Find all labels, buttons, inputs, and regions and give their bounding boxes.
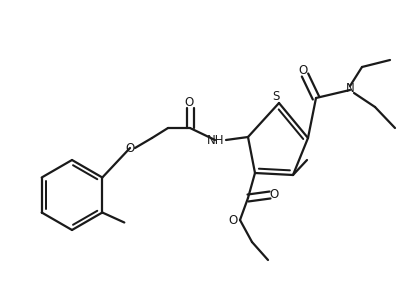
Text: N: N bbox=[346, 82, 354, 95]
Text: O: O bbox=[298, 64, 308, 76]
Text: O: O bbox=[269, 188, 279, 201]
Text: NH: NH bbox=[207, 133, 225, 146]
Text: O: O bbox=[228, 213, 237, 227]
Text: S: S bbox=[272, 89, 280, 103]
Text: O: O bbox=[184, 97, 194, 109]
Text: O: O bbox=[126, 141, 135, 154]
